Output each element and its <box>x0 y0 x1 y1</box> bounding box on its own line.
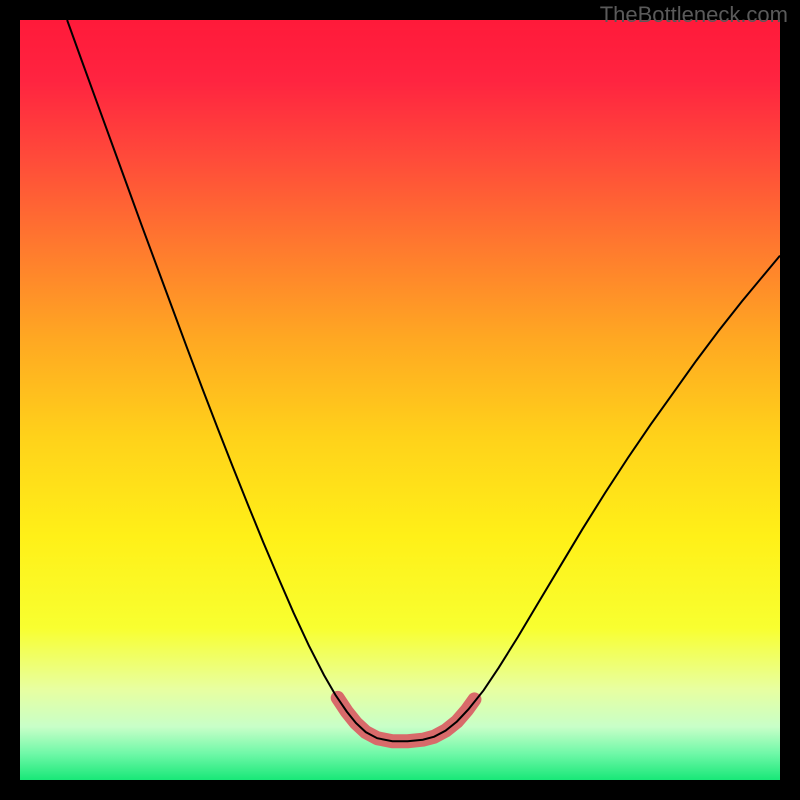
watermark-text: TheBottleneck.com <box>600 2 788 28</box>
chart-background <box>20 20 780 780</box>
plot-area <box>20 20 780 780</box>
chart-svg <box>20 20 780 780</box>
